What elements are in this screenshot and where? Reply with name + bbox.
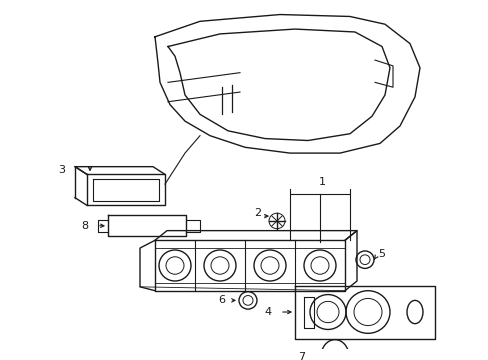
Text: 7: 7 <box>298 352 305 360</box>
Text: 5: 5 <box>377 249 384 259</box>
Text: 3: 3 <box>59 165 65 175</box>
Text: 8: 8 <box>81 221 88 231</box>
Text: 2: 2 <box>254 208 261 218</box>
Text: 4: 4 <box>264 307 271 317</box>
Text: 1: 1 <box>318 177 325 187</box>
Text: 6: 6 <box>218 296 225 305</box>
